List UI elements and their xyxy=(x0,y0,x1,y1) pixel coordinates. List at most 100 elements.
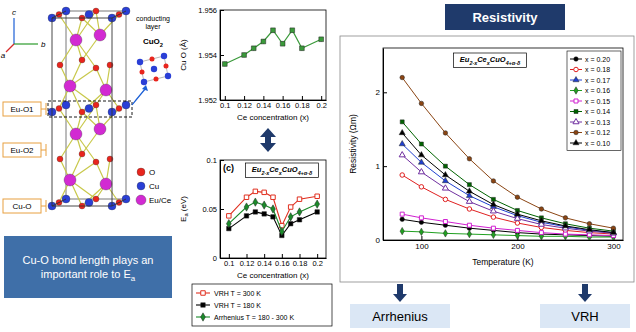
panel-label: (c) xyxy=(223,163,234,173)
marker xyxy=(419,101,424,106)
axis: 0.10.120.140.160.180.2 xyxy=(221,254,327,268)
marker xyxy=(297,218,301,222)
tick-label: 0.2 xyxy=(316,101,326,110)
axis-arrow xyxy=(13,18,14,44)
axis-line xyxy=(383,49,384,241)
marker xyxy=(491,231,495,238)
atom xyxy=(154,77,159,82)
atom xyxy=(79,57,85,63)
marker xyxy=(244,203,249,211)
atom xyxy=(94,29,106,41)
tick-label: 1.952 xyxy=(198,96,217,105)
marker xyxy=(271,215,275,219)
plot-frame xyxy=(220,10,326,100)
legend: x = 0.20x = 0.18x = 0.17x = 0.16x = 0.15… xyxy=(567,51,621,151)
axis-letter: c xyxy=(12,8,16,17)
marker xyxy=(288,221,292,225)
tick: 2 xyxy=(376,88,387,97)
tick-mark xyxy=(317,254,318,258)
text-part: layer xyxy=(145,23,161,31)
marker xyxy=(288,205,292,209)
cell-edge xyxy=(52,199,66,206)
tick-label: 0.1 xyxy=(220,101,230,110)
text-part: 4+α-δ xyxy=(297,170,313,176)
legend-label: x = 0.17 xyxy=(585,77,610,84)
marker xyxy=(262,201,267,209)
marker xyxy=(587,233,591,240)
marker xyxy=(443,164,447,168)
tick-mark xyxy=(247,254,248,258)
marker xyxy=(491,226,495,230)
marker xyxy=(563,233,567,240)
down-arrow xyxy=(578,284,592,302)
marker xyxy=(586,227,592,232)
marker xyxy=(491,179,496,184)
series-line xyxy=(402,175,613,234)
text-part: Eu xyxy=(460,55,470,64)
tick-label: 200 xyxy=(511,242,525,251)
tick-mark xyxy=(302,96,303,100)
marker xyxy=(280,41,285,46)
marker xyxy=(315,210,319,214)
cell-edge xyxy=(112,11,126,18)
axis-letter: a xyxy=(1,51,6,60)
axis: 012 xyxy=(376,49,387,246)
axis: 00.050.1 xyxy=(202,156,224,263)
chart-title: Eu2-xCexCuO4+α-δ xyxy=(460,55,521,66)
legend-label: x = 0.14 xyxy=(585,108,610,115)
marker xyxy=(467,230,471,237)
marker xyxy=(399,152,405,157)
text-part: Eu xyxy=(252,165,262,174)
marker xyxy=(400,75,405,80)
marker xyxy=(586,226,592,231)
marker xyxy=(467,183,471,187)
bracket xyxy=(41,200,46,212)
structure-diagram: cbaEu-O1Eu-O2Cu-OconductinglayerCuO2OCuE… xyxy=(1,7,172,298)
axis: 1.9521.9541.956 xyxy=(198,6,224,105)
tick-label: 1 xyxy=(376,162,381,171)
marker xyxy=(400,227,404,234)
tick-label: 2 xyxy=(376,88,381,97)
marker xyxy=(400,217,405,222)
title-box xyxy=(453,53,526,68)
tick-mark xyxy=(264,254,265,258)
tick-label: 0 xyxy=(213,254,217,263)
method-box xyxy=(350,304,450,328)
title-box xyxy=(245,163,318,178)
marker xyxy=(515,232,519,239)
marker xyxy=(587,233,592,238)
tick: 0.2 xyxy=(312,254,322,268)
structure-label: Cu-O xyxy=(12,202,31,211)
legend-label: Cu xyxy=(149,182,159,191)
cell-edge xyxy=(52,18,112,19)
panel-frame xyxy=(340,36,634,282)
x-axis-title: Ce concentration (x) xyxy=(237,113,309,122)
legend-swatch xyxy=(574,130,579,135)
atom xyxy=(70,128,82,140)
legend-swatch xyxy=(137,168,145,176)
tick-mark xyxy=(283,96,284,100)
layer-box xyxy=(48,101,132,117)
marker xyxy=(315,200,320,208)
atom xyxy=(164,64,169,69)
axis: 0.10.120.140.160.180.2 xyxy=(220,96,327,110)
text-part: Ce xyxy=(477,55,487,64)
axis: 100200300 xyxy=(384,236,624,251)
series-line xyxy=(229,191,317,225)
atom xyxy=(94,123,106,135)
marker xyxy=(399,129,405,134)
atom xyxy=(79,109,85,115)
legend-swatch xyxy=(574,110,578,114)
tick: 0.12 xyxy=(237,96,252,110)
header: Resistivity xyxy=(472,10,538,25)
tick: 0.16 xyxy=(276,96,291,110)
axis-arrow xyxy=(14,43,38,44)
marker xyxy=(539,231,543,235)
tick: 100 xyxy=(415,236,429,251)
text-part: E xyxy=(123,268,130,280)
label-box xyxy=(3,143,41,157)
marker xyxy=(315,194,319,198)
chart-resistivity: Resistivity100200300012Eu2-xCexCuO4+α-δT… xyxy=(340,4,634,282)
legend-label: Eu/Ce xyxy=(149,196,172,205)
marker xyxy=(563,232,567,236)
